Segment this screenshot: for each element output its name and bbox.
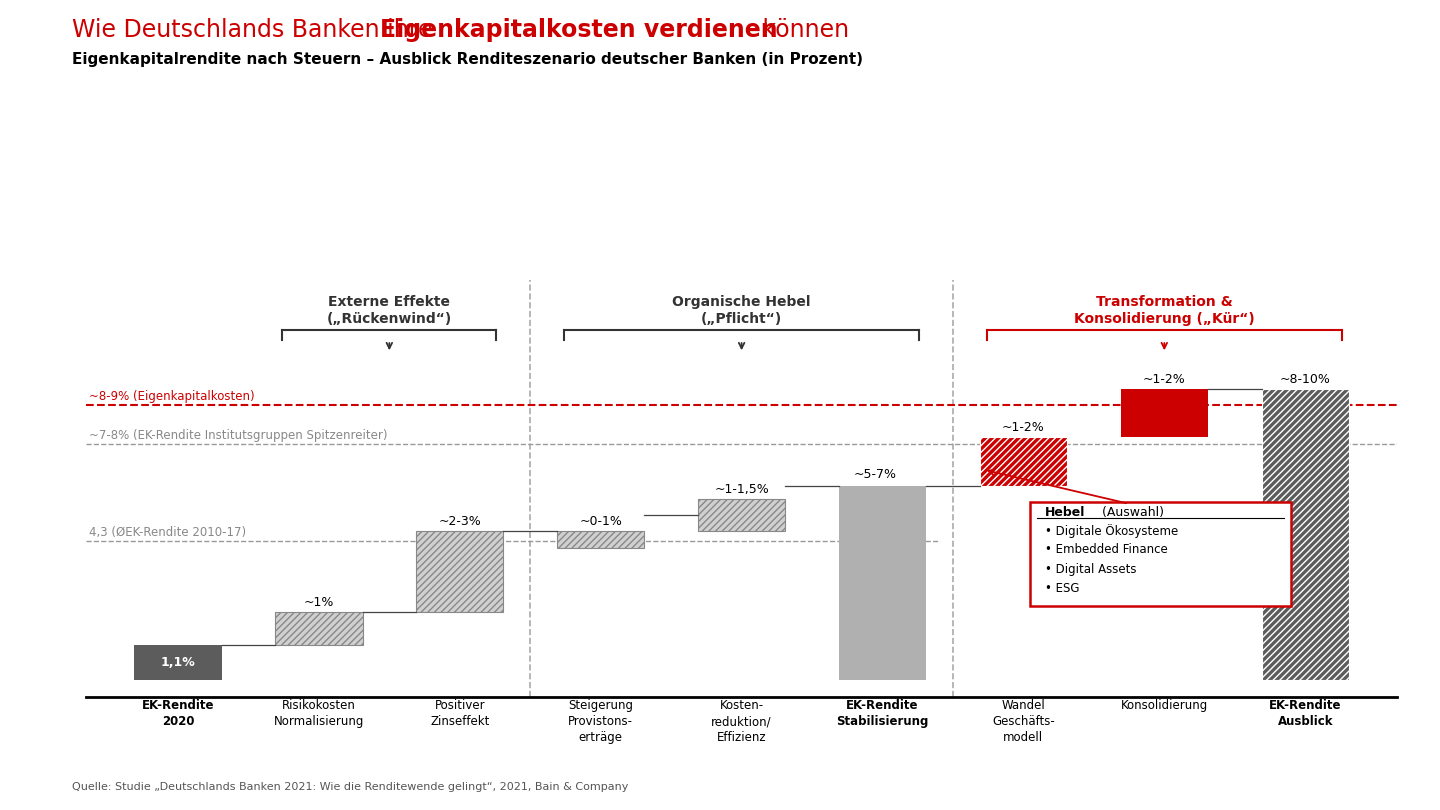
Text: ~1-2%: ~1-2%: [1143, 373, 1185, 386]
Text: können: können: [755, 18, 850, 42]
Text: EK-Rendite
2020: EK-Rendite 2020: [141, 699, 215, 728]
Text: 1,1%: 1,1%: [161, 656, 196, 669]
Text: Wie Deutschlands Banken ihre: Wie Deutschlands Banken ihre: [72, 18, 441, 42]
Text: Externe Effekte
(„Rückenwind“): Externe Effekte („Rückenwind“): [327, 296, 452, 326]
Text: ~8-10%: ~8-10%: [1280, 373, 1331, 386]
Bar: [1261, 389, 1349, 680]
Text: ~1-2%: ~1-2%: [1002, 421, 1045, 434]
Text: Positiver
Zinseffekt: Positiver Zinseffekt: [431, 699, 490, 728]
Text: • Digital Assets: • Digital Assets: [1044, 563, 1136, 576]
Text: Quelle: Studie „Deutschlands Banken 2021: Wie die Renditewende gelingt“, 2021, B: Quelle: Studie „Deutschlands Banken 2021…: [72, 782, 628, 792]
Bar: [1120, 389, 1208, 437]
Text: (Auswahl): (Auswahl): [1099, 506, 1164, 519]
Text: Konsolidierung: Konsolidierung: [1120, 699, 1208, 712]
Text: ~1%: ~1%: [304, 596, 334, 609]
Bar: [416, 531, 504, 612]
Text: Risikokosten
Normalisierung: Risikokosten Normalisierung: [274, 699, 364, 728]
Text: Eigenkapitalkosten verdienen: Eigenkapitalkosten verdienen: [380, 18, 778, 42]
Bar: [698, 499, 785, 531]
Text: EK-Rendite
Ausblick: EK-Rendite Ausblick: [1269, 699, 1342, 728]
Bar: [698, 499, 785, 531]
Text: Hebel: Hebel: [1044, 506, 1084, 519]
Bar: [557, 531, 644, 548]
Text: ~1-1,5%: ~1-1,5%: [714, 483, 769, 496]
Text: Transformation &
Konsolidierung („Kür“): Transformation & Konsolidierung („Kür“): [1074, 296, 1254, 326]
FancyBboxPatch shape: [1031, 502, 1292, 606]
Text: • Embedded Finance: • Embedded Finance: [1044, 544, 1168, 556]
Text: Steigerung
Provistons-
erträge: Steigerung Provistons- erträge: [569, 699, 634, 744]
Bar: [979, 437, 1067, 486]
Bar: [275, 612, 363, 645]
Text: ~5-7%: ~5-7%: [854, 468, 897, 481]
Bar: [557, 531, 644, 548]
Bar: [840, 486, 926, 680]
Bar: [979, 437, 1067, 486]
Text: ~0-1%: ~0-1%: [579, 515, 622, 528]
Bar: [416, 531, 504, 612]
Text: Eigenkapitalrendite nach Steuern – Ausblick Renditeszenario deutscher Banken (in: Eigenkapitalrendite nach Steuern – Ausbl…: [72, 52, 863, 67]
Text: • Digitale Ökosysteme: • Digitale Ökosysteme: [1044, 524, 1178, 538]
Text: Organische Hebel
(„Pflicht“): Organische Hebel („Pflicht“): [672, 296, 811, 326]
Text: ~2-3%: ~2-3%: [438, 515, 481, 528]
Text: ~7-8% (EK-Rendite Institutsgruppen Spitzenreiter): ~7-8% (EK-Rendite Institutsgruppen Spitz…: [89, 429, 387, 442]
Text: 4,3 (ØEK-Rendite 2010-17): 4,3 (ØEK-Rendite 2010-17): [89, 526, 246, 539]
Text: EK-Rendite
Stabilisierung: EK-Rendite Stabilisierung: [837, 699, 929, 728]
Text: Wandel
Geschäfts-
modell: Wandel Geschäfts- modell: [992, 699, 1054, 744]
Text: Kosten-
reduktion/
Effizienz: Kosten- reduktion/ Effizienz: [711, 699, 772, 744]
Bar: [1261, 389, 1349, 680]
Bar: [134, 645, 222, 680]
Text: ~8-9% (Eigenkapitalkosten): ~8-9% (Eigenkapitalkosten): [89, 390, 255, 403]
Text: • ESG: • ESG: [1044, 582, 1079, 595]
Bar: [275, 612, 363, 645]
